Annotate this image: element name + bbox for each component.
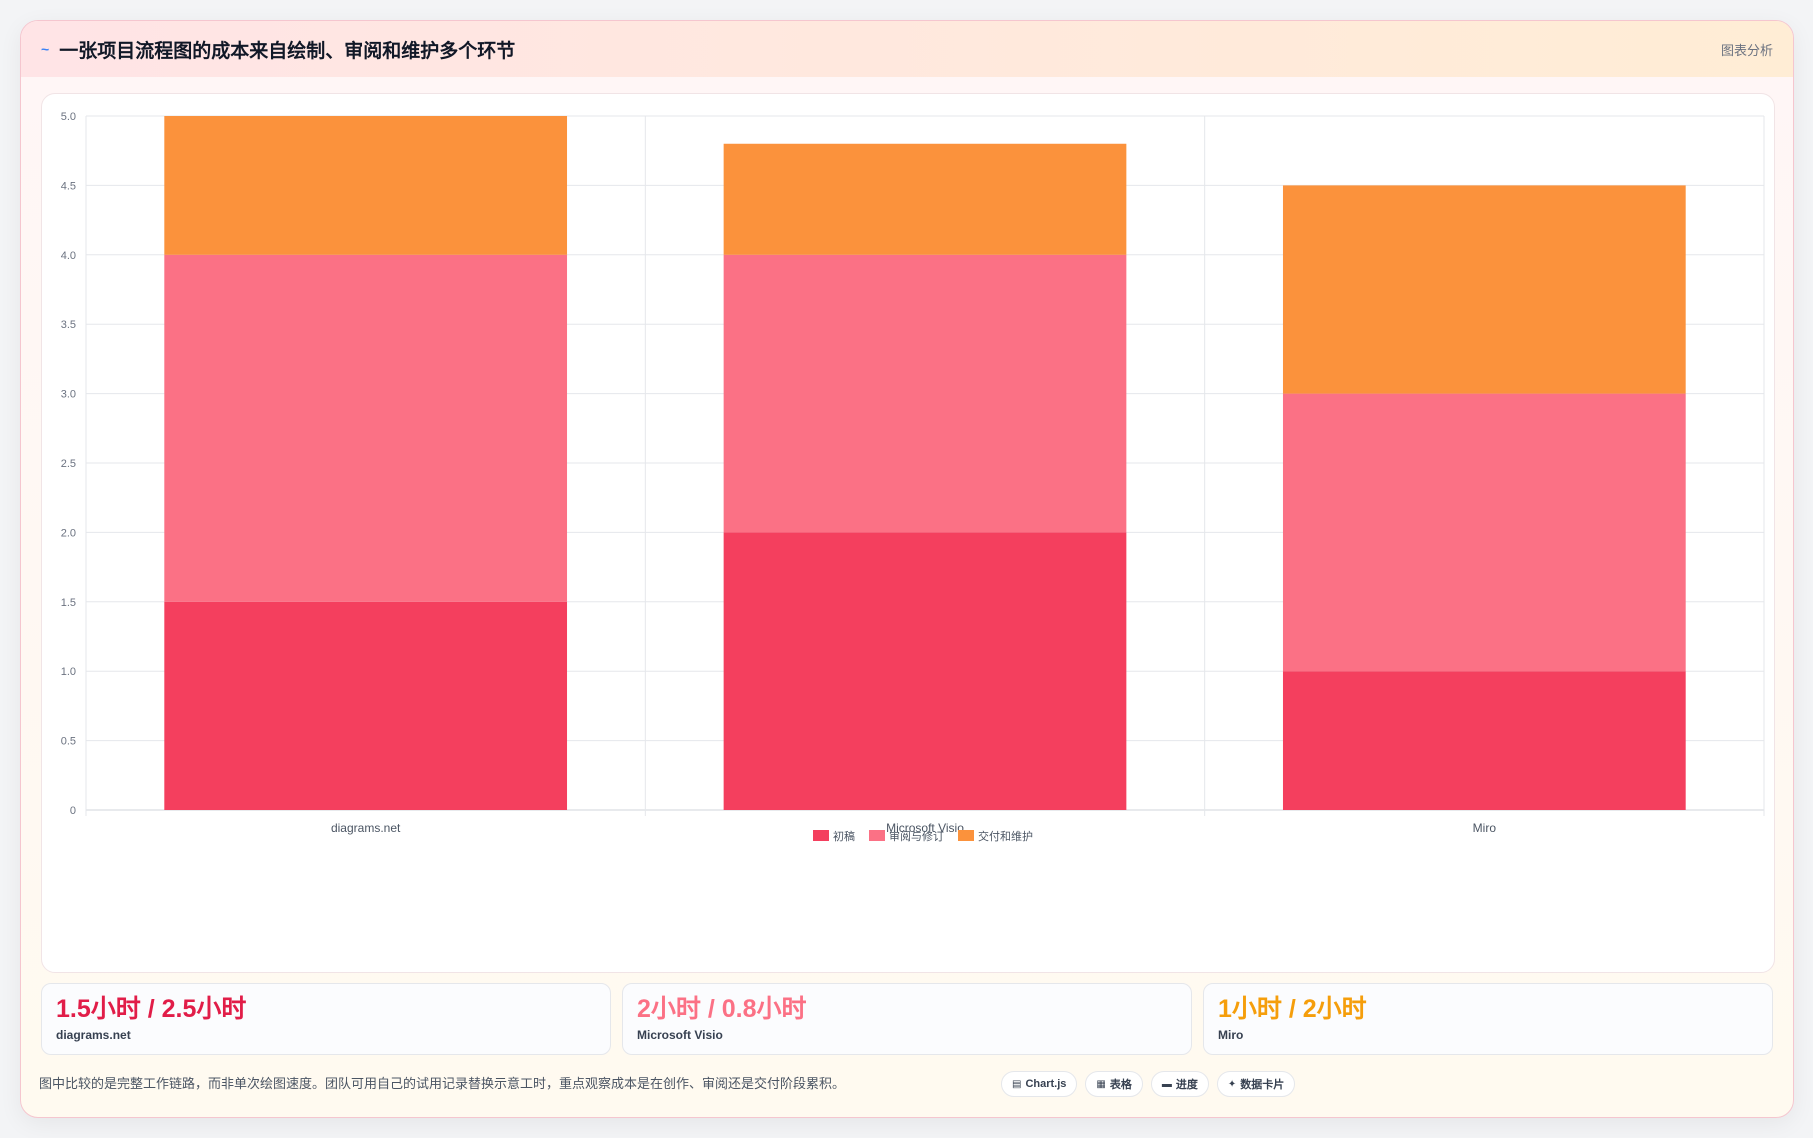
- pill-data-cards[interactable]: ✦ 数据卡片: [1216, 1071, 1296, 1097]
- bar-segment: [723, 143, 1127, 255]
- stat-label: Microsoft Visio: [637, 1028, 723, 1042]
- y-tick-label: 1.5: [61, 597, 76, 609]
- view-switcher: ▤ Chart.js ▦ 表格 ▬ 进度 ✦ 数据卡片: [1001, 1071, 1296, 1097]
- legend-swatch: [869, 830, 885, 841]
- y-tick-label: 0: [70, 805, 76, 817]
- bar-segment: [164, 116, 568, 255]
- stat-value: 1.5小时 / 2.5小时: [56, 995, 247, 1023]
- y-tick-label: 1.0: [61, 666, 76, 678]
- bar-segment: [1282, 393, 1686, 672]
- legend-swatch: [958, 830, 974, 841]
- bar-segment: [723, 254, 1127, 533]
- pill-label: 表格: [1109, 1079, 1132, 1091]
- pill-label: 数据卡片: [1240, 1079, 1285, 1091]
- table-icon: ▦: [1096, 1078, 1106, 1090]
- y-tick-label: 5.0: [61, 111, 76, 123]
- x-tick-label: diagrams.net: [331, 821, 401, 835]
- bar-segment: [164, 601, 568, 810]
- pill-label: Chart.js: [1025, 1078, 1067, 1090]
- x-tick-label: Microsoft Visio: [886, 821, 964, 835]
- pill-label: 进度: [1175, 1079, 1198, 1091]
- x-tick-label: Miro: [1473, 821, 1497, 835]
- stat-label: diagrams.net: [56, 1028, 131, 1042]
- card-header: ~ 一张项目流程图的成本来自绘制、审阅和维护多个环节 图表分析: [21, 21, 1793, 77]
- y-tick-label: 3.0: [61, 389, 76, 401]
- sparkle-icon: ✦: [1227, 1078, 1237, 1090]
- stat-label: Miro: [1218, 1028, 1244, 1042]
- y-tick-label: 4.5: [61, 180, 76, 192]
- y-tick-label: 0.5: [61, 736, 76, 748]
- footnote: 图中比较的是完整工作链路，而非单次绘图速度。团队可用自己的试用记录替换示意工时，…: [39, 1076, 846, 1091]
- pill-chartjs[interactable]: ▤ Chart.js: [1001, 1071, 1078, 1097]
- y-tick-label: 3.5: [61, 319, 76, 331]
- bar-segment: [1282, 185, 1686, 394]
- stat-card-diagrams-net: 1.5小时 / 2.5小时 diagrams.net: [41, 983, 611, 1055]
- stat-value: 1小时 / 2小时: [1218, 995, 1367, 1023]
- y-tick-label: 2.0: [61, 527, 76, 539]
- progress-icon: ▬: [1161, 1078, 1172, 1090]
- bar-segment: [723, 532, 1127, 810]
- legend-label: 交付和维护: [978, 829, 1033, 843]
- chart-icon: ▤: [1012, 1078, 1022, 1090]
- stat-value: 2小时 / 0.8小时: [637, 995, 807, 1023]
- legend-swatch: [813, 830, 829, 841]
- stat-card-microsoft-visio: 2小时 / 0.8小时 Microsoft Visio: [622, 983, 1192, 1055]
- stat-card-miro: 1小时 / 2小时 Miro: [1203, 983, 1773, 1055]
- stacked-bar-chart: 0 0.5 1.0 1.5 2.0 2.5 3.0 3.5 4.0 4.5 5.0 diagrams.…: [61, 111, 1765, 843]
- legend-label: 初稿: [833, 829, 855, 843]
- bar-segment: [164, 254, 568, 602]
- y-tick-label: 2.5: [61, 458, 76, 470]
- y-tick-label: 4.0: [61, 250, 76, 262]
- card-title-text: 一张项目流程图的成本来自绘制、审阅和维护多个环节: [59, 40, 516, 62]
- chart-card: ~ 一张项目流程图的成本来自绘制、审阅和维护多个环节 图表分析 0 0.5 1.0 1…: [20, 20, 1794, 1118]
- chart-panel: 0 0.5 1.0 1.5 2.0 2.5 3.0 3.5 4.0 4.5 5.0 diagrams.…: [41, 93, 1775, 973]
- pill-table[interactable]: ▦ 表格: [1085, 1071, 1143, 1097]
- card-title: ~ 一张项目流程图的成本来自绘制、审阅和维护多个环节: [41, 36, 515, 63]
- chart-analysis-link[interactable]: 图表分析: [1720, 42, 1773, 58]
- legend-label: 审阅与修订: [889, 829, 944, 843]
- pill-progress[interactable]: ▬ 进度: [1150, 1071, 1209, 1097]
- wave-icon: ~: [41, 41, 50, 57]
- bar-segment: [1282, 671, 1686, 810]
